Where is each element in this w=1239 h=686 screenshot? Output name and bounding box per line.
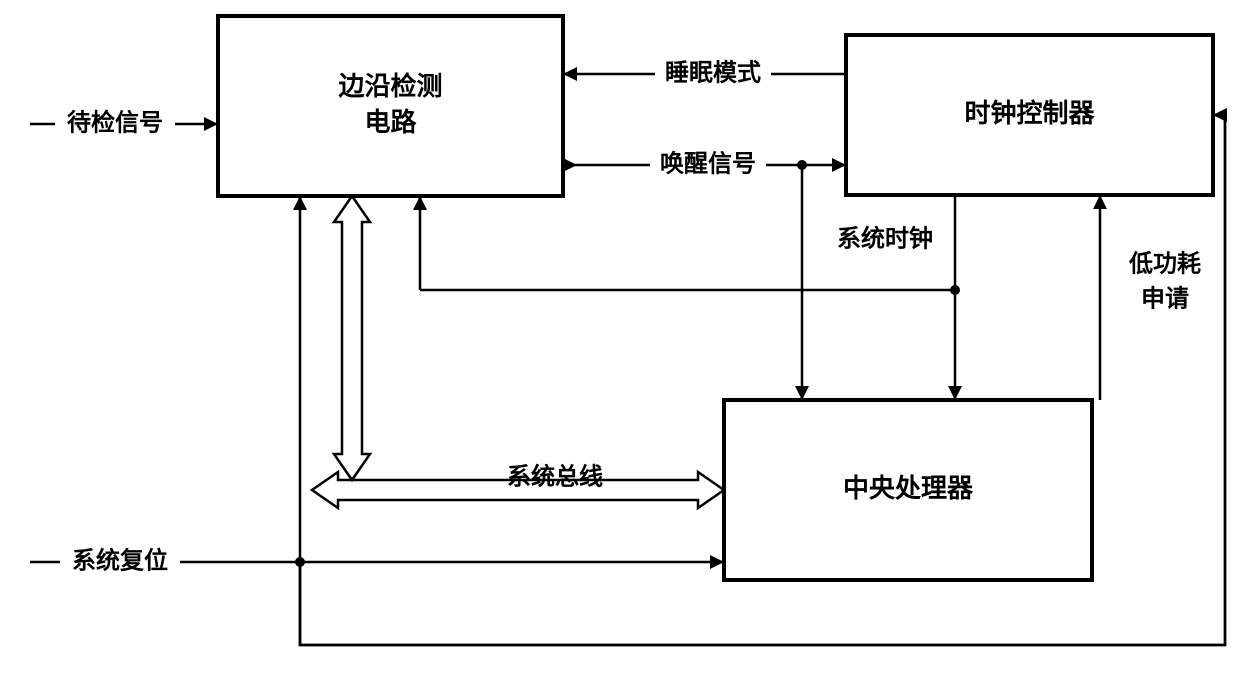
system-reset-label: 系统复位	[72, 546, 168, 574]
edge-detect-label-1: 边沿检测	[338, 71, 442, 101]
system-clock-label: 系统时钟	[837, 224, 933, 252]
low-power-label-2: 申请	[1141, 285, 1189, 312]
system-bus-vertical	[334, 196, 370, 480]
wakeup-signal-label: 唤醒信号	[660, 149, 756, 177]
sleep-mode-label: 睡眠模式	[665, 59, 761, 86]
system-bus-label: 系统总线	[507, 462, 603, 490]
cpu-label: 中央处理器	[843, 473, 974, 503]
edge-detect-label-2: 电路	[364, 107, 417, 137]
low-power-label-1: 低功耗	[1128, 250, 1201, 277]
clock-controller-label: 时钟控制器	[964, 98, 1095, 128]
input-signal-label: 待检信号	[67, 108, 163, 136]
